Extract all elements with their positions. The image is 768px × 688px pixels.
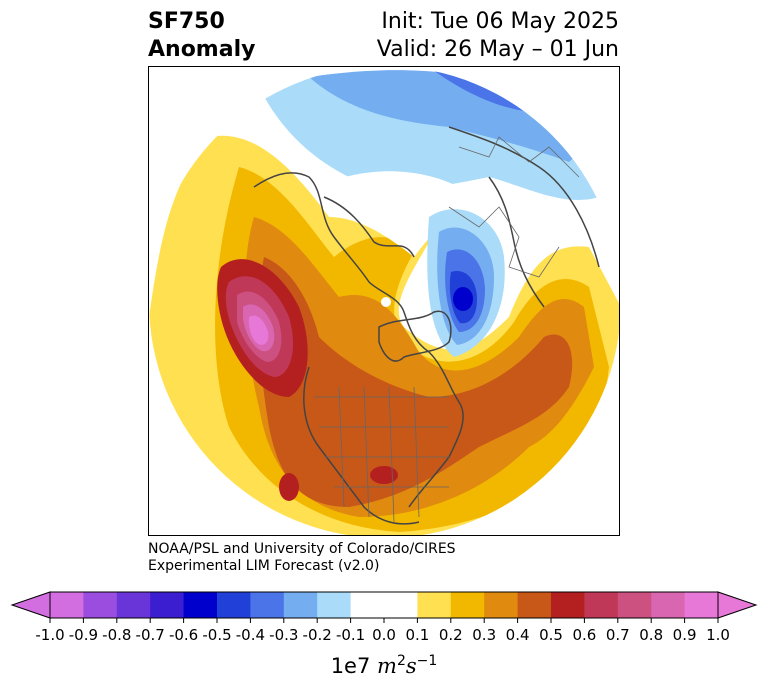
colorbar-tick-label: -0.9 xyxy=(68,626,99,644)
colorbar-over-arrow xyxy=(717,591,758,619)
field-type: Anomaly xyxy=(148,37,256,62)
units-m-exp: 2 xyxy=(396,653,406,669)
colorbar-tick-label: 0.0 xyxy=(372,626,396,644)
colorbar-tick-label: 0.2 xyxy=(438,626,463,644)
map-title: SF750 Anomaly xyxy=(148,8,255,64)
colorbar-segment xyxy=(350,592,385,618)
colorbar-tick-label: 0.5 xyxy=(539,626,563,644)
borders xyxy=(314,136,580,523)
colorbar-tick-label: -0.2 xyxy=(302,626,332,644)
colorbar-tick-labels: -1.0 -0.9 -0.8 -0.7 -0.6 -0.5 -0.4 -0.3 -0.2 -0.1… xyxy=(0,626,768,646)
colorbar-tick-label: -0.7 xyxy=(135,626,165,644)
coastlines xyxy=(253,126,610,525)
colorbar-segment xyxy=(250,592,285,618)
colorbar-segment xyxy=(551,592,585,618)
colorbar-tick-label: 0.1 xyxy=(405,626,430,644)
forecast-dates: Init: Tue 06 May 2025 Valid: 26 May – 01… xyxy=(377,8,619,64)
credit-line2: Experimental LIM Forecast (v2.0) xyxy=(148,558,380,574)
units-s-exp: −1 xyxy=(416,653,438,669)
anomaly-field xyxy=(149,67,619,535)
colorbar-tick-label: -0.6 xyxy=(168,626,199,644)
colorbar-tick-label: 0.9 xyxy=(672,626,697,644)
colorbar-tick-label: 0.3 xyxy=(472,626,497,644)
colorbar-tick-label: 1.0 xyxy=(706,626,730,644)
colorbar-segment xyxy=(83,592,118,618)
colorbar xyxy=(10,591,758,623)
colorbar-under-arrow xyxy=(10,591,51,619)
colorbar-segment xyxy=(617,592,652,618)
colorbar-tick-label: -0.8 xyxy=(102,626,132,644)
colorbar-tick-label: -1.0 xyxy=(35,626,65,644)
map-svg xyxy=(149,67,619,535)
colorbar-tick-label: 0.7 xyxy=(605,626,630,644)
colorbar-segment xyxy=(684,592,719,618)
colorbar-segment xyxy=(116,592,151,618)
colorbar-tick-label: 0.4 xyxy=(505,626,530,644)
colorbar-tick-label: -0.1 xyxy=(335,626,366,644)
colorbar-tick-label: 0.8 xyxy=(639,626,664,644)
colorbar-segment xyxy=(484,592,519,618)
colorbar-segment xyxy=(584,592,619,618)
colorbar-segment xyxy=(50,592,84,618)
colorbar-segment xyxy=(217,592,251,618)
polar-map xyxy=(148,66,620,536)
colorbar-units: 1e7 m2s−1 xyxy=(0,648,768,679)
colorbar-tick-label: -0.4 xyxy=(235,626,266,644)
colorbar-segment xyxy=(417,592,452,618)
field-name: SF750 xyxy=(148,9,225,34)
init-date: Init: Tue 06 May 2025 xyxy=(381,9,619,34)
valid-date: Valid: 26 May – 01 Jun xyxy=(376,37,619,62)
colorbar-segment xyxy=(183,592,218,618)
credit-line1: NOAA/PSL and University of Colorado/CIRE… xyxy=(148,541,456,557)
colorbar-segment xyxy=(317,592,352,618)
colorbar-tick-label: -0.3 xyxy=(269,626,299,644)
colorbar-segment xyxy=(450,592,485,618)
colorbar-segment xyxy=(517,592,552,618)
colorbar-segment xyxy=(283,592,318,618)
units-prefix: 1e7 xyxy=(330,654,371,678)
colorbar-segment xyxy=(651,592,686,618)
credit-text: NOAA/PSL and University of Colorado/CIRE… xyxy=(148,541,456,575)
units-m: m xyxy=(377,654,397,678)
units-s: s xyxy=(405,654,417,678)
colorbar-segment xyxy=(150,592,185,618)
colorbar-tick-label: -0.5 xyxy=(202,626,232,644)
colorbar-segment xyxy=(384,592,418,618)
colorbar-tick-label: 0.6 xyxy=(572,626,597,644)
